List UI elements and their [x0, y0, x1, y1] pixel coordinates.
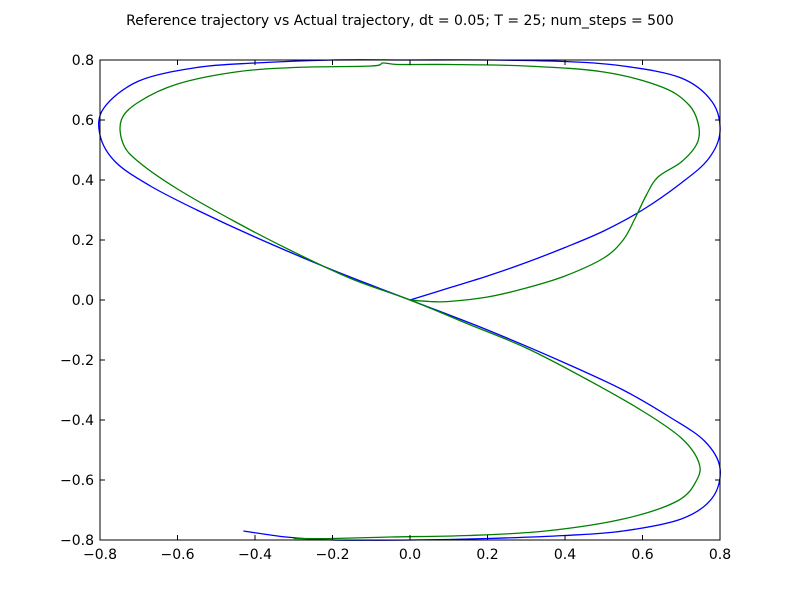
x-tick-label: 0.4: [554, 547, 576, 563]
y-tick-label: 0.8: [72, 53, 94, 69]
x-tick-label: −0.6: [161, 547, 195, 563]
x-tick-label: −0.4: [238, 547, 272, 563]
y-tick-label: 0.6: [72, 113, 94, 129]
y-tick-label: 0.0: [72, 293, 94, 309]
x-tick-label: 0.6: [631, 547, 653, 563]
x-tick-label: 0.8: [709, 547, 731, 563]
actual-trajectory-line: [119, 62, 701, 540]
y-tick-label: −0.6: [60, 473, 94, 489]
reference-trajectory-line: [98, 59, 721, 541]
y-tick-label: −0.2: [60, 353, 94, 369]
y-tick-label: −0.4: [60, 413, 94, 429]
x-tick-label: 0.2: [476, 547, 498, 563]
y-tick-label: 0.2: [72, 233, 94, 249]
y-tick-label: −0.8: [60, 533, 94, 549]
x-tick-label: −0.2: [316, 547, 350, 563]
x-tick-label: −0.8: [83, 547, 117, 563]
x-tick-label: 0.0: [399, 547, 421, 563]
tick-layer: −0.8 −0.6 −0.4 −0.2 0.0 0.2 0.4 0.6 0.8 −0.8 −0.6 −…: [60, 53, 731, 563]
y-tick-label: 0.4: [72, 173, 94, 189]
series-layer: [98, 59, 721, 541]
chart-title: Reference trajectory vs Actual trajector…: [126, 13, 674, 29]
